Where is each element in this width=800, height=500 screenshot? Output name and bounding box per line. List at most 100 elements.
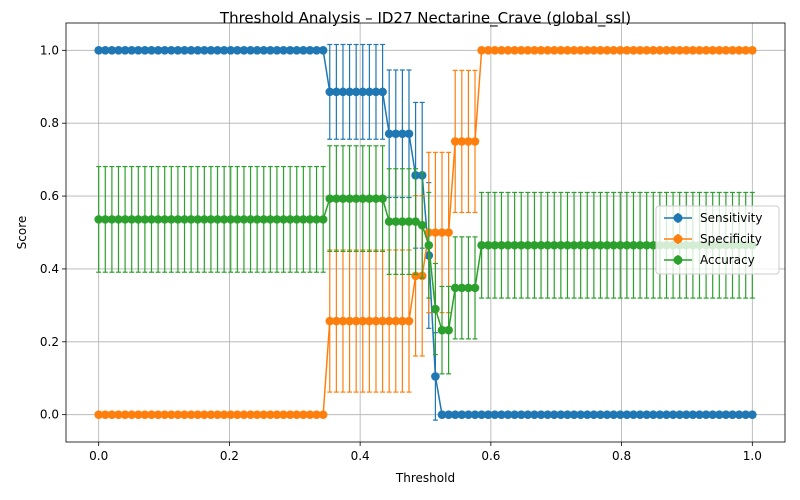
data-point-accuracy	[114, 215, 123, 224]
data-point-specificity	[648, 46, 658, 55]
data-point-sensitivity	[100, 46, 110, 55]
data-point-accuracy	[246, 215, 255, 224]
legend-box	[655, 205, 780, 275]
data-point-sensitivity	[233, 46, 242, 55]
data-point-accuracy	[642, 240, 651, 250]
data-point-sensitivity	[180, 46, 189, 55]
data-point-specificity	[378, 316, 387, 326]
data-point-specificity	[134, 410, 143, 419]
data-point-specificity	[589, 46, 599, 55]
x-tick-label: 0.4	[351, 449, 370, 463]
y-tick-label: 0.8	[40, 116, 59, 130]
data-point-sensitivity	[741, 410, 751, 419]
data-point-sensitivity	[200, 46, 209, 55]
data-point-accuracy	[589, 240, 599, 250]
legend-marker-accuracy	[673, 255, 683, 265]
data-point-sensitivity	[94, 46, 103, 55]
data-point-sensitivity	[563, 410, 572, 419]
data-point-sensitivity	[140, 46, 150, 55]
data-point-specificity	[153, 410, 163, 419]
data-point-sensitivity	[569, 410, 579, 419]
data-point-specificity	[140, 410, 150, 419]
chart-title: Threshold Analysis – ID27 Nectarine_Crav…	[219, 9, 631, 28]
data-point-specificity	[477, 46, 486, 55]
data-point-accuracy	[94, 215, 103, 224]
data-point-sensitivity	[510, 410, 519, 419]
data-point-accuracy	[219, 215, 229, 224]
data-point-accuracy	[233, 215, 242, 224]
data-point-accuracy	[602, 240, 612, 250]
data-point-accuracy	[134, 215, 143, 224]
data-point-specificity	[563, 46, 572, 55]
data-point-specificity	[681, 46, 691, 55]
data-point-sensitivity	[576, 410, 585, 419]
data-point-specificity	[305, 410, 315, 419]
data-point-specificity	[523, 46, 533, 55]
data-point-accuracy	[213, 215, 222, 224]
data-point-sensitivity	[160, 46, 170, 55]
data-point-accuracy	[358, 194, 368, 203]
data-point-accuracy	[120, 215, 130, 224]
data-point-accuracy	[464, 283, 473, 293]
data-point-specificity	[173, 410, 183, 419]
data-point-accuracy	[127, 215, 136, 224]
data-point-specificity	[596, 46, 605, 55]
data-point-specificity	[503, 46, 513, 55]
data-point-sensitivity	[266, 46, 275, 55]
data-point-specificity	[384, 316, 394, 326]
data-point-specificity	[708, 46, 717, 55]
data-point-sensitivity	[695, 410, 704, 419]
data-point-accuracy	[325, 194, 335, 203]
data-point-specificity	[497, 46, 506, 55]
data-point-accuracy	[107, 215, 117, 224]
data-point-specificity	[635, 46, 645, 55]
data-point-accuracy	[444, 325, 453, 335]
data-point-specificity	[351, 316, 361, 326]
data-point-accuracy	[530, 240, 539, 250]
data-point-accuracy	[252, 215, 262, 224]
data-point-specificity	[299, 410, 308, 419]
data-point-accuracy	[523, 240, 533, 250]
data-point-accuracy	[596, 240, 605, 250]
data-point-specificity	[213, 410, 222, 419]
data-point-specificity	[404, 316, 414, 326]
data-point-accuracy	[378, 194, 387, 203]
data-point-specificity	[470, 137, 480, 146]
data-point-sensitivity	[272, 46, 282, 55]
y-tick-label: 1.0	[40, 43, 59, 57]
data-point-specificity	[450, 137, 460, 146]
data-point-specificity	[662, 46, 671, 55]
data-point-accuracy	[556, 240, 566, 250]
data-point-accuracy	[622, 240, 632, 250]
data-point-sensitivity	[450, 410, 460, 419]
data-point-sensitivity	[734, 410, 744, 419]
data-point-specificity	[206, 410, 216, 419]
data-point-specificity	[464, 137, 473, 146]
data-point-sensitivity	[279, 46, 288, 55]
data-point-accuracy	[457, 283, 467, 293]
data-point-accuracy	[490, 240, 500, 250]
data-point-accuracy	[510, 240, 519, 250]
data-point-sensitivity	[470, 410, 480, 419]
x-tick-label: 1.0	[743, 449, 762, 463]
y-tick-label: 0.0	[40, 408, 59, 422]
data-point-specificity	[259, 410, 269, 419]
data-point-specificity	[371, 316, 381, 326]
data-point-specificity	[543, 46, 552, 55]
x-tick-label: 0.2	[220, 449, 239, 463]
data-point-accuracy	[424, 240, 434, 250]
data-point-accuracy	[549, 240, 559, 250]
data-point-accuracy	[576, 240, 585, 250]
data-point-specificity	[358, 316, 368, 326]
data-point-specificity	[239, 410, 249, 419]
data-point-sensitivity	[688, 410, 698, 419]
data-point-accuracy	[569, 240, 579, 250]
data-point-accuracy	[140, 215, 150, 224]
data-point-specificity	[219, 410, 229, 419]
legend-label-specificity: Specificity	[700, 232, 762, 246]
data-point-sensitivity	[153, 46, 163, 55]
y-axis-label: Score	[15, 216, 29, 250]
data-point-specificity	[629, 46, 638, 55]
data-point-accuracy	[563, 240, 572, 250]
data-point-accuracy	[226, 215, 236, 224]
